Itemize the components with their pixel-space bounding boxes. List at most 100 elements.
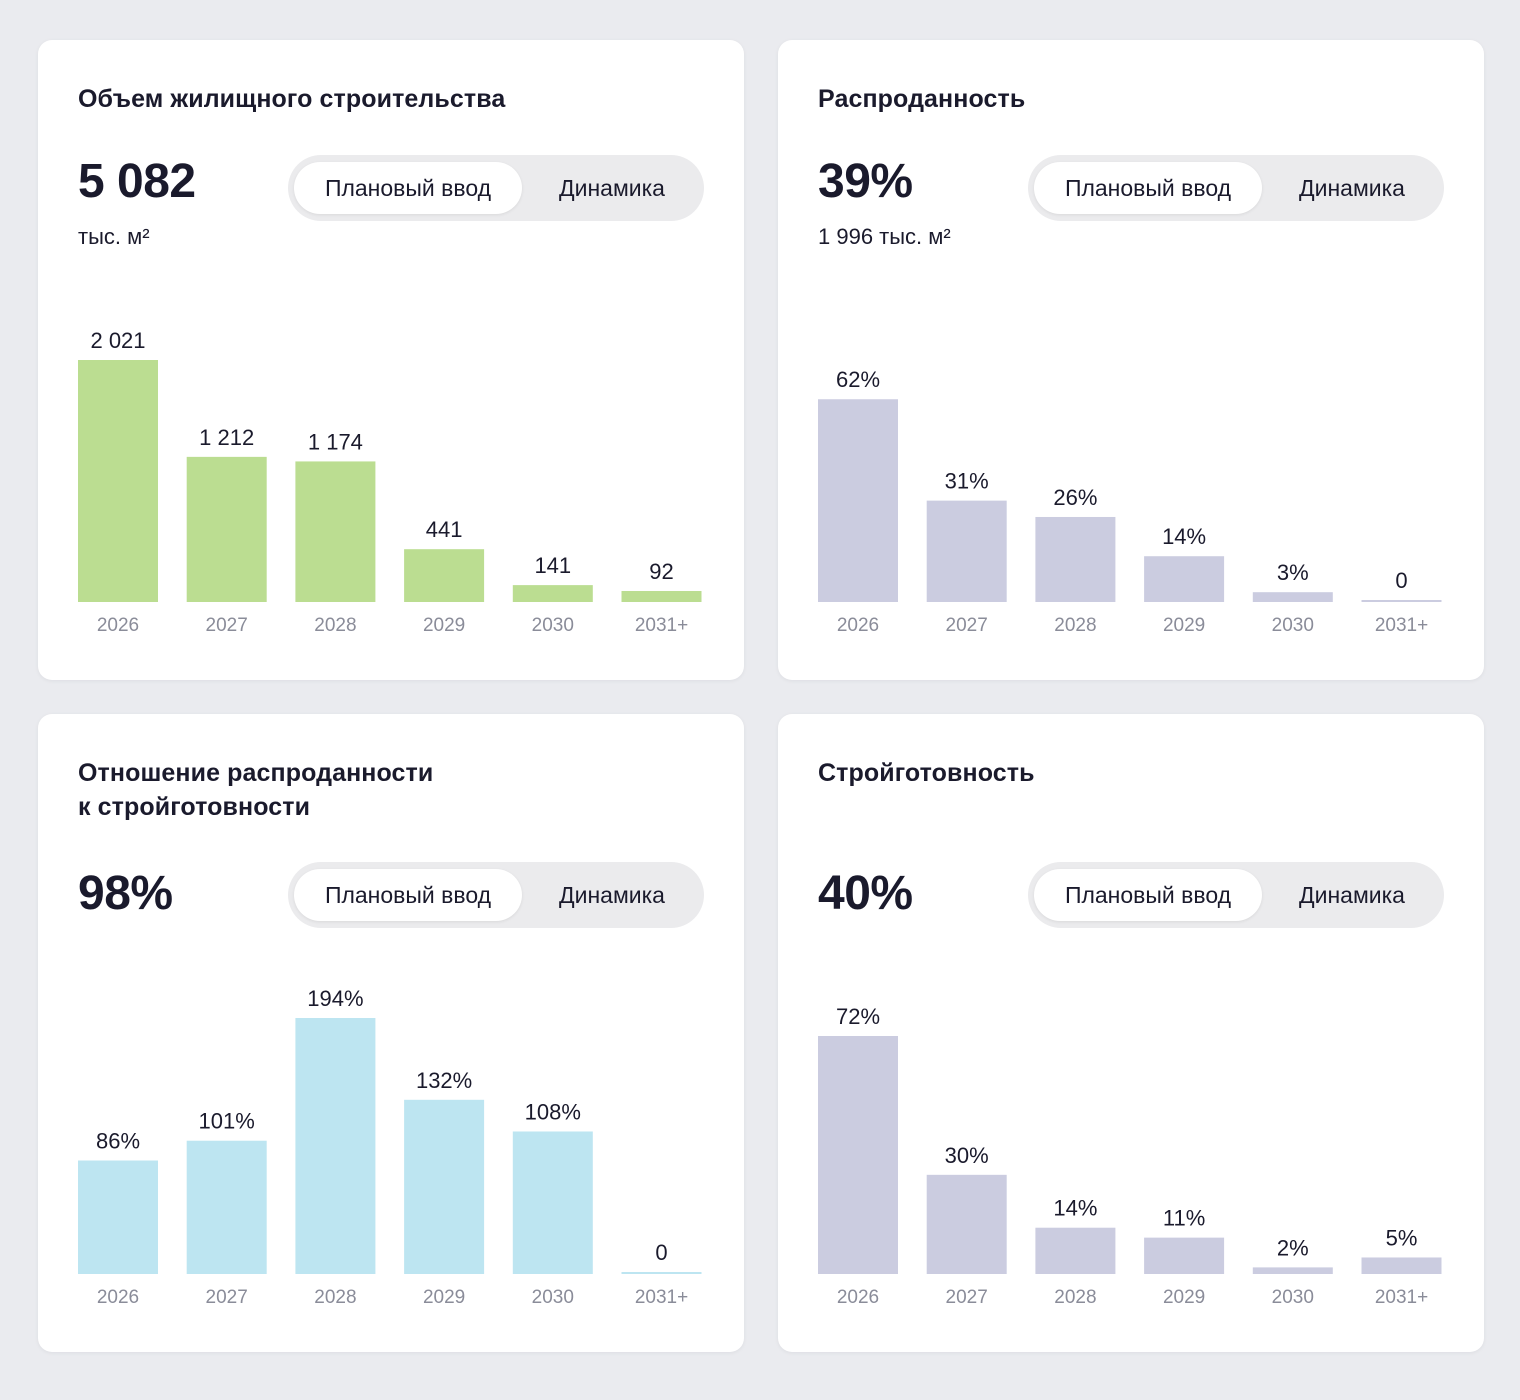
bar-value-label: 132% [416, 1068, 472, 1093]
card-title: Объем жилищного строительства [78, 82, 505, 116]
kpi-value: 98% [78, 867, 173, 920]
toggle-plan-option[interactable]: Плановый ввод [1034, 869, 1262, 921]
bar-2031+ [1361, 600, 1442, 602]
bar-2028 [1035, 1227, 1116, 1274]
card-title-line: Отношение распроданности [78, 759, 434, 787]
x-tick-label: 2028 [314, 615, 356, 636]
x-tick-label: 2028 [314, 1287, 356, 1308]
bar-2031+ [1361, 1257, 1442, 1274]
x-tick-label: 2030 [532, 615, 574, 636]
bar-value-label: 2% [1277, 1235, 1309, 1260]
bar-value-label: 108% [525, 1099, 581, 1124]
toggle-plan-option[interactable]: Плановый ввод [294, 162, 522, 214]
bar-2029 [404, 1099, 485, 1274]
x-tick-label: 2030 [1272, 615, 1314, 636]
bar-value-label: 14% [1053, 1196, 1097, 1221]
bar-value-label: 0 [655, 1240, 667, 1265]
bar-2027 [186, 456, 267, 602]
x-tick-label: 2029 [423, 615, 465, 636]
bar-value-label: 3% [1277, 560, 1309, 585]
bar-value-label: 30% [945, 1143, 989, 1168]
toggle-plan-option[interactable]: Плановый ввод [294, 869, 522, 921]
bar-2026 [78, 360, 158, 602]
bar-value-label: 1 174 [308, 429, 363, 454]
bar-2027 [186, 1140, 267, 1274]
mode-toggle: Плановый ввод Динамика [1028, 862, 1444, 928]
bar-2031+ [621, 1272, 702, 1274]
x-tick-label: 2031+ [635, 1287, 688, 1308]
bar-2028 [295, 1018, 376, 1274]
card-sell-through: Распроданность 39% 1 996 тыс. м² Плановы… [778, 40, 1484, 680]
bar-value-label: 26% [1053, 485, 1097, 510]
bar-value-label: 1 212 [199, 425, 254, 450]
bar-2027 [926, 1174, 1007, 1274]
bar-value-label: 101% [199, 1109, 255, 1134]
x-tick-label: 2026 [837, 1287, 879, 1308]
bar-value-label: 141 [534, 553, 571, 578]
bar-value-label: 11% [1163, 1206, 1205, 1231]
x-tick-label: 2031+ [1375, 1287, 1428, 1308]
card-title: Стройготовность [818, 756, 1035, 790]
x-tick-label: 2026 [97, 1287, 139, 1308]
bar-2031+ [621, 590, 702, 602]
bar-chart: 62% 2026 31% 2027 26% 2028 14% 2029 3% 2030 0 2031+ [818, 367, 1442, 636]
x-tick-label: 2030 [1272, 1287, 1314, 1308]
bar-value-label: 31% [945, 469, 989, 494]
x-tick-label: 2031+ [1375, 615, 1428, 636]
bar-2029 [1144, 556, 1225, 602]
bar-2030 [512, 585, 593, 602]
bar-2027 [926, 500, 1007, 602]
x-tick-label: 2029 [423, 1287, 465, 1308]
bar-2026 [78, 1160, 158, 1274]
kpi-value: 5 082 [78, 155, 196, 208]
card-sales-to-readiness-ratio: Отношение распроданности к стройготовнос… [38, 714, 744, 1352]
toggle-dynamics-option[interactable]: Динамика [1299, 882, 1405, 908]
x-tick-label: 2026 [97, 615, 139, 636]
x-tick-label: 2026 [837, 615, 879, 636]
card-title-line: Распроданность [818, 85, 1026, 113]
x-tick-label: 2029 [1163, 615, 1205, 636]
card-title-line: Стройготовность [818, 759, 1035, 787]
bar-value-label: 62% [836, 367, 880, 392]
bar-chart: 72% 2026 30% 2027 14% 2028 11% 2029 2% 2030 5% 2031… [818, 1004, 1442, 1308]
card-housing-volume: Объем жилищного строительства 5 082 тыс.… [38, 40, 744, 680]
bar-chart: 2 021 2026 1 212 2027 1 174 2028 441 2029 141 203… [78, 328, 702, 636]
bar-2030 [1252, 592, 1333, 602]
x-tick-label: 2027 [946, 1287, 988, 1308]
bar-2028 [295, 461, 376, 602]
toggle-dynamics-option[interactable]: Динамика [559, 882, 665, 908]
bar-2026 [818, 1036, 898, 1274]
x-tick-label: 2027 [206, 615, 248, 636]
kpi-unit: 1 996 тыс. м² [818, 224, 951, 249]
card-title: Отношение распроданности к стройготовнос… [78, 756, 433, 824]
kpi-unit: тыс. м² [78, 224, 150, 249]
card-title-line: к стройготовности [78, 793, 311, 821]
bar-value-label: 72% [836, 1004, 880, 1029]
bar-2026 [818, 399, 898, 602]
bar-value-label: 441 [426, 517, 463, 542]
bar-value-label: 5% [1386, 1225, 1418, 1250]
bar-2029 [404, 549, 485, 602]
mode-toggle: Плановый ввод Динамика [1028, 155, 1444, 221]
x-tick-label: 2029 [1163, 1287, 1205, 1308]
bar-chart: 86% 2026 101% 2027 194% 2028 132% 2029 108% 2030 0… [78, 986, 702, 1308]
x-tick-label: 2030 [532, 1287, 574, 1308]
bar-value-label: 0 [1395, 568, 1407, 593]
toggle-dynamics-option[interactable]: Динамика [559, 175, 665, 201]
bar-2029 [1144, 1237, 1225, 1274]
bar-2030 [1252, 1267, 1333, 1274]
mode-toggle: Плановый ввод Динамика [288, 155, 704, 221]
bar-value-label: 2 021 [90, 328, 145, 353]
toggle-plan-option[interactable]: Плановый ввод [1034, 162, 1262, 214]
kpi-value: 39% [818, 155, 913, 208]
card-title-line: Объем жилищного строительства [78, 85, 506, 113]
toggle-dynamics-option[interactable]: Динамика [1299, 175, 1405, 201]
bar-2030 [512, 1131, 593, 1274]
kpi-value: 40% [818, 867, 913, 920]
bar-value-label: 14% [1162, 524, 1206, 549]
bar-value-label: 194% [307, 986, 363, 1011]
x-tick-label: 2027 [946, 615, 988, 636]
x-tick-label: 2031+ [635, 615, 688, 636]
mode-toggle: Плановый ввод Динамика [288, 862, 704, 928]
card-title: Распроданность [818, 82, 1025, 116]
